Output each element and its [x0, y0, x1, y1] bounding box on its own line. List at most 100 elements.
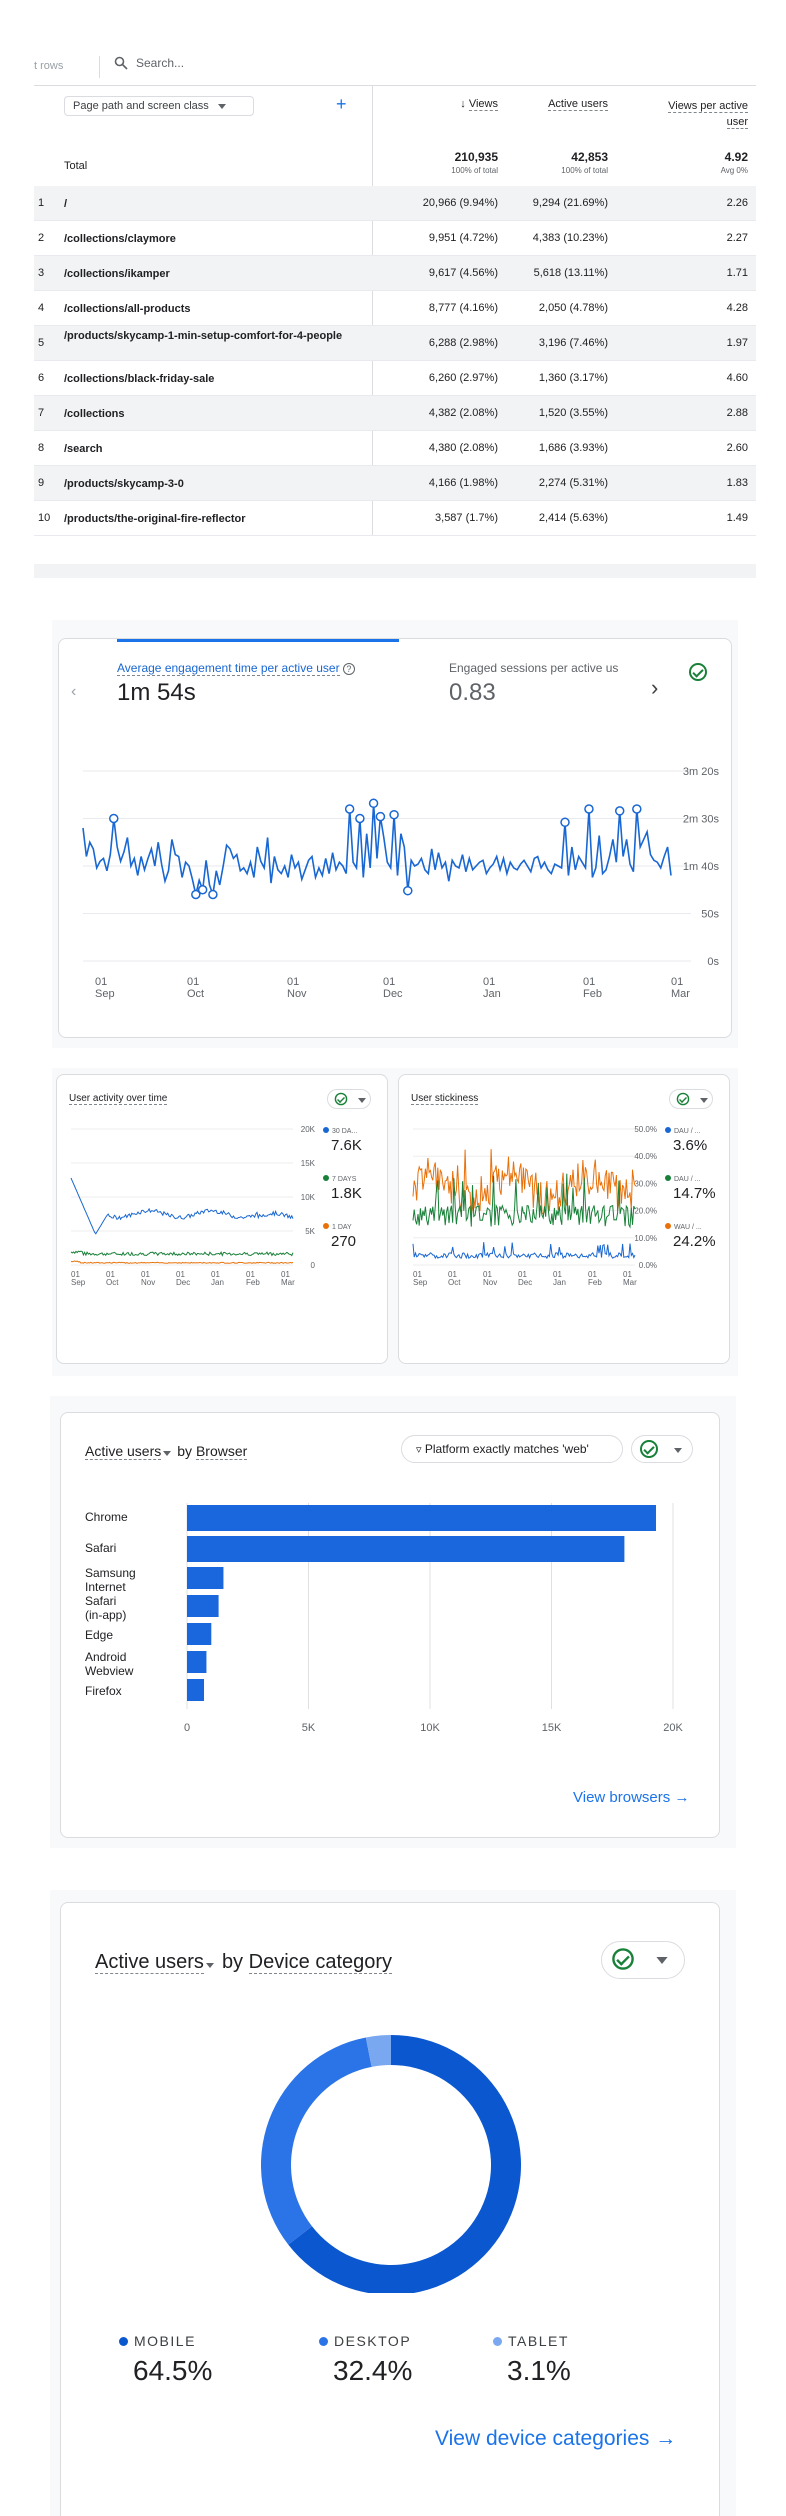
x-tick-label: 0	[184, 1722, 190, 1734]
bar[interactable]	[187, 1536, 625, 1562]
anomaly-point[interactable]	[389, 809, 399, 820]
bar[interactable]	[187, 1651, 207, 1673]
bar[interactable]	[187, 1679, 205, 1701]
page-path[interactable]: /	[64, 198, 68, 210]
rows-per-page[interactable]: t rows	[34, 56, 100, 78]
vpu-cell: 2.60	[726, 442, 748, 454]
donut-slice[interactable]	[365, 2035, 391, 2067]
device-legend-item[interactable]: MOBILE 64.5%	[119, 2333, 212, 2387]
legend-item[interactable]: WAU / ... 24.2%	[665, 1223, 729, 1250]
page-path[interactable]: /collections/ikamper	[64, 268, 170, 280]
bar[interactable]	[187, 1567, 224, 1589]
anomaly-point[interactable]	[375, 811, 386, 822]
legend-item[interactable]: 30 DA... 7.6K	[323, 1127, 387, 1154]
bar[interactable]	[187, 1505, 656, 1531]
anomaly-point[interactable]	[560, 817, 570, 828]
stickiness-compare-button[interactable]	[669, 1089, 713, 1109]
device-legend-item[interactable]: DESKTOP 32.4%	[319, 2333, 412, 2387]
dimension-selector[interactable]: Device category	[248, 1951, 393, 1974]
next-chevron-icon[interactable]: ›	[651, 675, 659, 700]
table-row[interactable]: 4/collections/all-products 8,777 (4.16%) 2…	[34, 291, 756, 326]
view-browsers-link[interactable]: View browsers →	[573, 1789, 690, 1806]
metric-tab-engagement-time[interactable]: Average engagement time per active user …	[117, 661, 355, 676]
row-number: 6	[38, 372, 45, 384]
anomaly-point[interactable]	[344, 804, 355, 814]
page-path[interactable]: /search	[64, 443, 103, 455]
table-row[interactable]: 9/products/skycamp-3-0 4,166 (1.98%) 2,274…	[34, 466, 756, 501]
page-path[interactable]: /collections/claymore	[64, 233, 176, 245]
device-compare-button[interactable]	[601, 1941, 685, 1979]
users-cell: 1,686 (3.93%)	[538, 442, 608, 454]
table-row[interactable]: 6/collections/black-friday-sale 6,260 (2.…	[34, 361, 756, 396]
legend-label: TABLET	[508, 2333, 569, 2349]
page-path[interactable]: /products/skycamp-3-0	[64, 478, 184, 490]
anomaly-point[interactable]	[208, 889, 218, 900]
table-row[interactable]: 7/collections 4,382 (2.08%) 1,520 (3.55%) 2…	[34, 396, 756, 431]
table-search[interactable]: Search...	[114, 56, 184, 70]
legend-value: 3.1%	[507, 2355, 571, 2386]
donut-slice[interactable]	[261, 2037, 372, 2245]
table-row[interactable]: 5/products/skycamp-1-min-setup-comfort-f…	[34, 326, 756, 361]
table-row[interactable]: 2/collections/claymore 9,951 (4.72%) 4,383…	[34, 221, 756, 256]
donut-slice[interactable]	[288, 2035, 521, 2293]
bar[interactable]	[187, 1595, 219, 1617]
check-circle-icon	[334, 1092, 348, 1106]
metric-tab-engaged-sessions[interactable]: Engaged sessions per active us	[449, 661, 619, 675]
metric2-value: 0.83	[449, 679, 496, 706]
page-path[interactable]: /products/skycamp-1-min-setup-comfort-fo…	[64, 330, 343, 342]
vpu-cell: 2.27	[726, 232, 748, 244]
legend-item[interactable]: 1 DAY 270	[323, 1223, 387, 1250]
y-tick-label: 20.0%	[634, 1207, 657, 1216]
browser-card: Active users by Browser ▿ Platform exactl…	[60, 1412, 720, 1838]
platform-filter-chip[interactable]: ▿ Platform exactly matches 'web'	[401, 1435, 623, 1463]
anomaly-point[interactable]	[403, 885, 413, 896]
anomaly-point[interactable]	[355, 813, 365, 824]
vpu-cell: 2.26	[726, 197, 748, 209]
compare-check-icon[interactable]	[689, 663, 707, 686]
page-path[interactable]: /collections/black-friday-sale	[64, 373, 215, 385]
anomaly-point[interactable]	[368, 798, 379, 809]
table-row[interactable]: 3/collections/ikamper 9,617 (4.56%) 5,618 …	[34, 256, 756, 291]
table-row[interactable]: 1 / 20,966 (9.94%) 9,294 (21.69%) 2.26	[34, 186, 756, 221]
active-tab-indicator	[117, 639, 399, 642]
search-input[interactable]: Search...	[136, 56, 185, 70]
anomaly-point[interactable]	[191, 889, 201, 900]
legend-value: 14.7%	[673, 1185, 716, 1202]
page-path[interactable]: /collections	[64, 408, 125, 420]
anomaly-point[interactable]	[584, 804, 594, 814]
dimension-selector[interactable]: Browser	[195, 1443, 248, 1460]
row-number: 8	[38, 442, 45, 454]
metric-dropdown-icon[interactable]	[163, 1451, 172, 1456]
col-active-users-header[interactable]: Active users	[548, 98, 608, 111]
page-path[interactable]: /collections/all-products	[64, 303, 191, 315]
user-activity-title: User activity over time	[69, 1093, 168, 1105]
device-legend-item[interactable]: TABLET 3.1%	[493, 2333, 571, 2387]
x-tick-label: 01 Dec	[383, 976, 403, 1000]
metric-selector[interactable]: Active users	[95, 1951, 204, 1974]
anomaly-point[interactable]	[109, 813, 119, 824]
legend-item[interactable]: 7 DAYS 1.8K	[323, 1175, 387, 1202]
users-cell: 2,414 (5.63%)	[538, 512, 608, 524]
legend-item[interactable]: DAU / ... 3.6%	[665, 1127, 729, 1154]
add-dimension-plus-icon[interactable]: +	[336, 94, 347, 114]
metric-selector[interactable]: Active users	[85, 1443, 162, 1460]
x-tick-label: 01 Feb	[583, 976, 602, 1000]
activity-compare-button[interactable]	[327, 1089, 371, 1109]
anomaly-point[interactable]	[632, 804, 642, 814]
col-views-header[interactable]: ↓ Views	[460, 98, 498, 111]
bar[interactable]	[187, 1623, 212, 1645]
page-path[interactable]: /products/the-original-fire-reflector	[64, 513, 246, 525]
view-device-categories-link[interactable]: View device categories →	[435, 2427, 677, 2450]
table-row[interactable]: 8/search 4,380 (2.08%) 1,686 (3.93%) 2.60	[34, 431, 756, 466]
category-label: Edge	[85, 1628, 113, 1642]
dimension-select[interactable]: Page path and screen class	[64, 96, 254, 116]
table-row[interactable]: 10/products/the-original-fire-reflector 3…	[34, 501, 756, 536]
prev-chevron-icon[interactable]: ‹	[71, 683, 77, 700]
anomaly-point[interactable]	[614, 806, 625, 816]
anomaly-point[interactable]	[197, 885, 208, 895]
browser-compare-button[interactable]	[631, 1435, 693, 1463]
legend-item[interactable]: DAU / ... 14.7%	[665, 1175, 729, 1202]
metric-dropdown-icon[interactable]	[205, 1963, 214, 1968]
col-views-per-user-header[interactable]: Views per active user	[668, 100, 748, 129]
legend-label: DAU / ...	[674, 1176, 701, 1183]
